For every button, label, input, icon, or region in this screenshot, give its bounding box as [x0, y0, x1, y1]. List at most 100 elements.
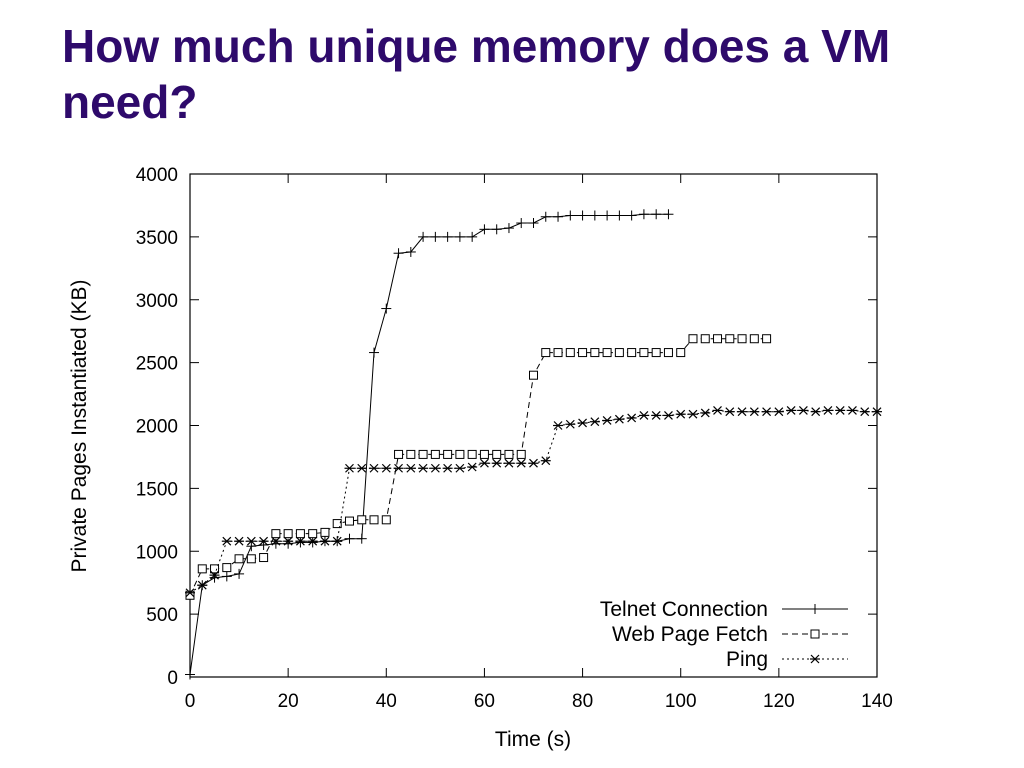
data-point	[332, 519, 342, 529]
data-point	[467, 462, 478, 472]
data-point	[418, 463, 429, 473]
data-point	[638, 411, 649, 420]
data-point	[234, 568, 245, 579]
data-point	[626, 210, 637, 221]
data-point	[590, 348, 600, 358]
data-point	[283, 538, 294, 549]
data-point	[221, 536, 232, 546]
data-point	[663, 411, 674, 420]
data-point	[638, 209, 649, 220]
legend-entry: Ping	[726, 648, 848, 671]
data-point	[553, 421, 564, 430]
series-line	[189, 338, 767, 596]
data-point	[394, 449, 404, 459]
data-point	[234, 536, 245, 546]
y-tick-label: 4000	[136, 165, 178, 186]
data-point	[319, 536, 330, 546]
data-point	[540, 211, 551, 222]
legend-swatch-marker	[810, 604, 820, 614]
plot-frame-group	[189, 173, 878, 678]
data-point	[197, 580, 208, 590]
data-point	[749, 334, 759, 344]
data-point	[455, 449, 465, 459]
x-tick-label: 140	[861, 691, 893, 712]
data-point	[516, 458, 527, 468]
data-point	[737, 407, 748, 417]
data-point	[541, 348, 551, 358]
data-point	[675, 409, 686, 419]
legend-entry: Telnet Connection	[600, 598, 848, 621]
data-point	[405, 246, 416, 257]
data-point	[663, 348, 673, 358]
data-point	[688, 334, 698, 344]
data-point	[492, 449, 502, 459]
data-point	[479, 458, 490, 468]
x-tick-label: 60	[474, 691, 495, 712]
data-point	[602, 348, 612, 358]
series-plus	[185, 209, 674, 680]
data-point	[872, 407, 882, 417]
data-point	[246, 554, 256, 564]
x-tick-label: 100	[665, 691, 697, 712]
data-point	[859, 407, 870, 417]
data-point	[503, 458, 514, 468]
data-point	[639, 348, 649, 358]
x-tick-label: 20	[278, 691, 299, 712]
data-point	[479, 449, 489, 459]
legend-entry: Web Page Fetch	[612, 623, 848, 646]
data-point	[503, 223, 514, 234]
data-point	[454, 231, 465, 242]
data-point	[454, 463, 465, 473]
data-point	[651, 348, 661, 358]
data-point	[761, 407, 772, 417]
data-point	[651, 209, 662, 220]
data-point	[381, 463, 392, 473]
data-point	[504, 449, 514, 459]
data-point	[663, 209, 674, 220]
x-tick-label: 0	[185, 691, 196, 712]
data-point	[614, 348, 624, 358]
legend-label: Ping	[726, 648, 768, 671]
data-point	[369, 515, 379, 525]
data-point	[443, 449, 453, 459]
data-point	[822, 405, 833, 415]
data-point	[369, 347, 380, 358]
data-point	[381, 303, 392, 314]
data-point	[528, 218, 539, 229]
x-axis: 0 20 40 60 80 100 120 140	[185, 174, 893, 712]
x-tick-label: 120	[763, 691, 795, 712]
data-point	[332, 536, 343, 546]
data-point	[725, 334, 735, 344]
data-point	[713, 334, 723, 344]
data-point	[209, 570, 220, 580]
data-point	[516, 449, 526, 459]
data-point	[295, 529, 305, 539]
data-point	[442, 231, 453, 242]
data-point	[185, 590, 195, 600]
data-point	[270, 536, 281, 546]
data-point	[565, 419, 576, 429]
data-point	[283, 536, 294, 546]
data-point	[589, 210, 600, 221]
data-point	[430, 449, 440, 459]
series-layer	[185, 209, 882, 680]
data-point	[540, 456, 551, 466]
series-line	[189, 409, 877, 594]
data-point	[614, 210, 625, 221]
data-point	[185, 588, 195, 598]
data-point	[700, 408, 711, 418]
data-point	[528, 458, 539, 468]
data-point	[283, 529, 293, 539]
data-point	[308, 529, 318, 539]
legend-swatch-marker	[810, 654, 820, 664]
data-point	[577, 210, 588, 221]
data-point	[553, 348, 563, 358]
data-point	[369, 463, 380, 473]
legend-label: Web Page Fetch	[612, 623, 768, 646]
y-axis: 0 500 1000 1500 2000 2500 3000 3500 4000	[136, 165, 877, 689]
data-point	[258, 536, 269, 546]
y-axis-label: Private Pages Instantiated (KB)	[68, 280, 91, 573]
data-point	[602, 210, 613, 221]
data-point	[491, 458, 502, 468]
data-point	[418, 449, 428, 459]
